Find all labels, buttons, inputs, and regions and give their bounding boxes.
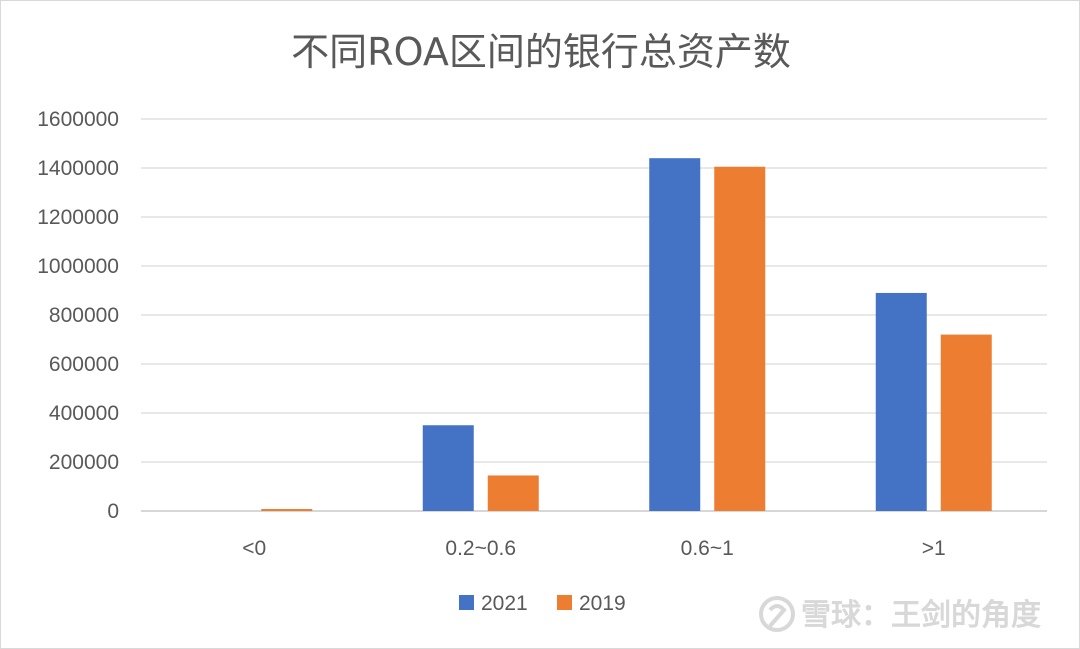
y-tick-label: 1000000 (37, 255, 119, 278)
bar-2021-1 (422, 425, 474, 511)
bar-2019-3 (940, 334, 992, 511)
bar-2021-2 (649, 158, 701, 511)
y-tick-label: 0 (107, 500, 119, 523)
legend-swatch-2021 (459, 595, 474, 610)
x-category-label: >1 (922, 537, 946, 560)
legend-label-2021: 2021 (481, 592, 528, 615)
watermark: 雪球：王剑的角度 (759, 596, 1041, 633)
y-tick-label: 1200000 (37, 206, 119, 229)
y-tick-label: 400000 (49, 402, 119, 425)
legend-label-2019: 2019 (579, 592, 626, 615)
y-tick-label: 1400000 (37, 157, 119, 180)
watermark-text: 雪球：王剑的角度 (801, 598, 1041, 633)
snowball-logo-icon (759, 596, 795, 632)
y-tick-label: 600000 (49, 353, 119, 376)
gridlines (141, 118, 1047, 512)
bar-2019-0 (261, 509, 313, 511)
x-category-label: 0.6~1 (681, 537, 734, 560)
y-tick-label: 1600000 (37, 108, 119, 131)
bar-2019-2 (714, 166, 766, 511)
y-tick-label: 800000 (49, 304, 119, 327)
legend: 2021 2019 (459, 592, 626, 615)
legend-swatch-2019 (557, 595, 572, 610)
y-tick-label: 200000 (49, 451, 119, 474)
x-category-label: 0.2~0.6 (445, 537, 516, 560)
bar-2019-1 (487, 475, 539, 511)
bar-2021-3 (875, 292, 927, 511)
x-category-label: <0 (242, 537, 266, 560)
chart-title: 不同ROA区间的银行总资产数 (291, 30, 791, 74)
y-axis-ticks: 0 200000 400000 600000 800000 1000000 1200000 1… (37, 108, 119, 523)
x-axis: <0 0.2~0.6 0.6~1 >1 (242, 537, 945, 560)
bars (261, 158, 992, 511)
